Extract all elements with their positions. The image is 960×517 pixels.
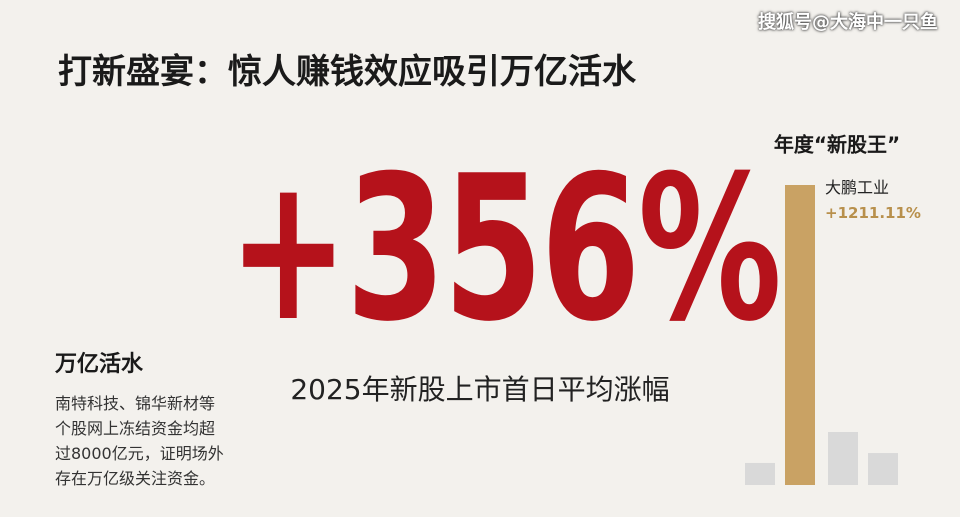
bar: [868, 453, 898, 485]
side-line: 南特科技、锦华新材等: [55, 394, 216, 413]
headline-caption: 2025年新股上市首日平均涨幅: [290, 373, 670, 406]
bar: [745, 462, 775, 485]
chart-title: 年度“新股王”: [774, 133, 900, 157]
bar: [828, 431, 858, 485]
side-title: 万亿活水: [55, 352, 144, 377]
title: 打新盛宴：惊人赚钱效应吸引万亿活水: [58, 52, 636, 92]
bar: [785, 185, 815, 485]
side-line: 过8000亿元，证明场外: [55, 444, 224, 463]
side-line: 存在万亿级关注资金。: [55, 469, 216, 488]
value-label: +1211.11%: [825, 204, 921, 222]
bar-label: 大鹏工业: [825, 178, 889, 197]
side-line: 个股网上冻结资金均超: [55, 419, 216, 438]
watermark: 搜狐号@大海中一只鱼: [758, 12, 938, 33]
headline-value: +356%: [228, 133, 782, 366]
